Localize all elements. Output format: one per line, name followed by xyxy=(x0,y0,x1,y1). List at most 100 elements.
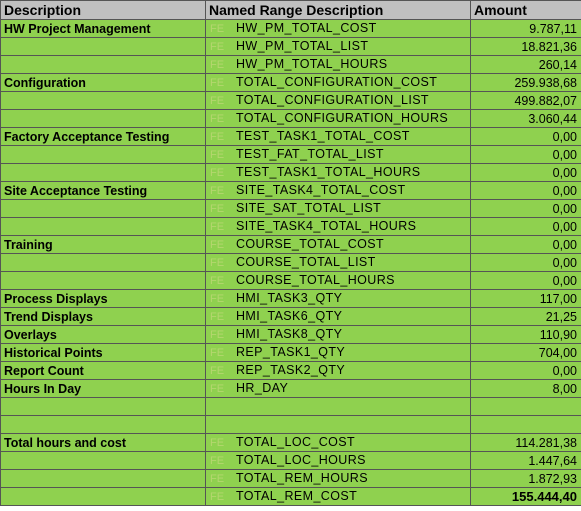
table-row: FE TOTAL_CONFIGURATION_LIST 499.882,07 xyxy=(0,91,581,110)
description-cell[interactable]: Overlays xyxy=(0,325,206,344)
description-cell[interactable] xyxy=(0,487,206,506)
named-range-cell[interactable]: FE COURSE_TOTAL_LIST xyxy=(205,253,471,272)
amount-cell[interactable] xyxy=(470,415,581,434)
amount-cell[interactable]: 0,00 xyxy=(470,361,581,380)
amount-cell[interactable]: 8,00 xyxy=(470,379,581,398)
description-cell[interactable]: Total hours and cost xyxy=(0,433,206,452)
fe-flag-label: FE xyxy=(210,491,225,503)
column-header-amount[interactable]: Amount xyxy=(470,0,581,20)
description-cell[interactable]: Factory Acceptance Testing xyxy=(0,127,206,146)
amount-cell[interactable]: 260,14 xyxy=(470,55,581,74)
description-cell[interactable] xyxy=(0,145,206,164)
description-cell[interactable] xyxy=(0,217,206,236)
description-cell[interactable] xyxy=(0,199,206,218)
description-cell[interactable]: Hours In Day xyxy=(0,379,206,398)
table-row: FE TOTAL_LOC_HOURS 1.447,64 xyxy=(0,451,581,470)
amount-cell[interactable]: 18.821,36 xyxy=(470,37,581,56)
named-range-cell[interactable]: FE COURSE_TOTAL_COST xyxy=(205,235,471,254)
amount-cell[interactable]: 117,00 xyxy=(470,289,581,308)
description-cell[interactable]: Trend Displays xyxy=(0,307,206,326)
table-body: HW Project Management FE HW_PM_TOTAL_COST 9… xyxy=(0,19,581,506)
named-range-cell[interactable] xyxy=(205,397,471,416)
amount-cell[interactable]: 259.938,68 xyxy=(470,73,581,92)
named-range-cell[interactable]: FE SITE_TASK4_TOTAL_HOURS xyxy=(205,217,471,236)
amount-cell[interactable]: 0,00 xyxy=(470,199,581,218)
description-cell[interactable]: HW Project Management xyxy=(0,19,206,38)
table-row: Trend Displays FE HMI_TASK6_QTY 21,25 xyxy=(0,307,581,326)
named-range-cell[interactable]: FE TEST_FAT_TOTAL_LIST xyxy=(205,145,471,164)
fe-flag-label: FE xyxy=(210,365,225,377)
table-row: FE TOTAL_REM_HOURS 1.872,93 xyxy=(0,469,581,488)
named-range-label: HMI_TASK8_QTY xyxy=(236,327,343,341)
amount-cell[interactable]: 0,00 xyxy=(470,145,581,164)
amount-cell[interactable]: 0,00 xyxy=(470,181,581,200)
description-cell[interactable] xyxy=(0,91,206,110)
description-cell[interactable] xyxy=(0,37,206,56)
named-range-cell[interactable]: FE HMI_TASK3_QTY xyxy=(205,289,471,308)
amount-cell[interactable]: 0,00 xyxy=(470,253,581,272)
named-range-cell[interactable]: FE HW_PM_TOTAL_LIST xyxy=(205,37,471,56)
description-cell[interactable] xyxy=(0,253,206,272)
description-cell[interactable] xyxy=(0,397,206,416)
named-range-cell[interactable]: FE TOTAL_CONFIGURATION_HOURS xyxy=(205,109,471,128)
description-cell[interactable]: Process Displays xyxy=(0,289,206,308)
named-range-cell[interactable]: FE TOTAL_REM_COST xyxy=(205,487,471,506)
description-cell[interactable] xyxy=(0,469,206,488)
amount-cell[interactable]: 9.787,11 xyxy=(470,19,581,38)
amount-cell[interactable]: 155.444,40 xyxy=(470,487,581,506)
amount-cell[interactable]: 0,00 xyxy=(470,163,581,182)
named-range-cell[interactable]: FE REP_TASK2_QTY xyxy=(205,361,471,380)
description-cell[interactable] xyxy=(0,271,206,290)
named-range-cell[interactable]: FE TEST_TASK1_TOTAL_HOURS xyxy=(205,163,471,182)
named-range-cell[interactable]: FE TEST_TASK1_TOTAL_COST xyxy=(205,127,471,146)
named-range-cell[interactable]: FE TOTAL_CONFIGURATION_COST xyxy=(205,73,471,92)
named-range-cell[interactable] xyxy=(205,415,471,434)
fe-flag-label: FE xyxy=(210,203,225,215)
named-range-cell[interactable]: FE TOTAL_CONFIGURATION_LIST xyxy=(205,91,471,110)
table-row: Overlays FE HMI_TASK8_QTY 110,90 xyxy=(0,325,581,344)
description-cell[interactable] xyxy=(0,163,206,182)
table-row: FE SITE_SAT_TOTAL_LIST 0,00 xyxy=(0,199,581,218)
fe-flag-label: FE xyxy=(210,185,225,197)
amount-cell[interactable]: 0,00 xyxy=(470,217,581,236)
named-range-cell[interactable]: FE HW_PM_TOTAL_COST xyxy=(205,19,471,38)
description-cell[interactable]: Training xyxy=(0,235,206,254)
named-range-cell[interactable]: FE COURSE_TOTAL_HOURS xyxy=(205,271,471,290)
named-range-cell[interactable]: FE SITE_SAT_TOTAL_LIST xyxy=(205,199,471,218)
fe-flag-label: FE xyxy=(210,455,225,467)
description-cell[interactable]: Site Acceptance Testing xyxy=(0,181,206,200)
named-range-cell[interactable]: FE TOTAL_REM_HOURS xyxy=(205,469,471,488)
named-range-cell[interactable]: FE TOTAL_LOC_COST xyxy=(205,433,471,452)
named-range-cell[interactable]: FE SITE_TASK4_TOTAL_COST xyxy=(205,181,471,200)
named-range-cell[interactable]: FE HMI_TASK8_QTY xyxy=(205,325,471,344)
amount-cell[interactable]: 110,90 xyxy=(470,325,581,344)
amount-cell[interactable]: 3.060,44 xyxy=(470,109,581,128)
fe-flag-label: FE xyxy=(210,293,225,305)
named-range-cell[interactable]: FE HMI_TASK6_QTY xyxy=(205,307,471,326)
amount-cell[interactable]: 0,00 xyxy=(470,127,581,146)
description-cell[interactable] xyxy=(0,451,206,470)
amount-cell[interactable]: 0,00 xyxy=(470,235,581,254)
named-range-cell[interactable]: FE HR_DAY xyxy=(205,379,471,398)
amount-cell[interactable]: 1.447,64 xyxy=(470,451,581,470)
table-row: FE HW_PM_TOTAL_LIST 18.821,36 xyxy=(0,37,581,56)
column-header-description[interactable]: Description xyxy=(0,0,206,20)
description-cell[interactable] xyxy=(0,55,206,74)
description-cell[interactable] xyxy=(0,415,206,434)
amount-cell[interactable]: 114.281,38 xyxy=(470,433,581,452)
description-cell[interactable]: Configuration xyxy=(0,73,206,92)
amount-cell[interactable] xyxy=(470,397,581,416)
named-range-cell[interactable]: FE HW_PM_TOTAL_HOURS xyxy=(205,55,471,74)
named-range-label: TOTAL_LOC_COST xyxy=(236,435,356,449)
description-cell[interactable]: Report Count xyxy=(0,361,206,380)
amount-cell[interactable]: 21,25 xyxy=(470,307,581,326)
named-range-cell[interactable]: FE TOTAL_LOC_HOURS xyxy=(205,451,471,470)
description-cell[interactable]: Historical Points xyxy=(0,343,206,362)
amount-cell[interactable]: 704,00 xyxy=(470,343,581,362)
amount-cell[interactable]: 1.872,93 xyxy=(470,469,581,488)
column-header-named-range[interactable]: Named Range Description xyxy=(205,0,471,20)
amount-cell[interactable]: 499.882,07 xyxy=(470,91,581,110)
named-range-cell[interactable]: FE REP_TASK1_QTY xyxy=(205,343,471,362)
amount-cell[interactable]: 0,00 xyxy=(470,271,581,290)
description-cell[interactable] xyxy=(0,109,206,128)
